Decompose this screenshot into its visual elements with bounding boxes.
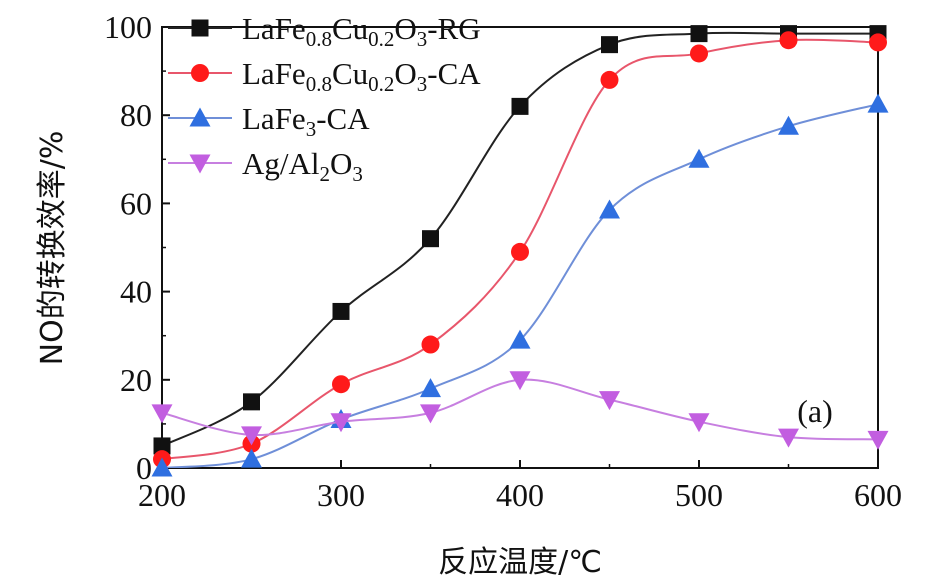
legend-marker [189, 154, 211, 174]
legend-label: LaFe3-CA [242, 101, 370, 141]
data-point [511, 242, 529, 261]
x-axis-label: 反应温度/℃ [438, 545, 602, 580]
data-point [153, 437, 171, 455]
x-tick-label: 300 [317, 477, 365, 513]
legend-marker [189, 107, 211, 127]
data-point [151, 404, 173, 424]
data-point [422, 230, 439, 248]
x-tick-label: 200 [138, 477, 186, 513]
legend-marker [191, 64, 209, 82]
y-tick-label: 40 [120, 274, 152, 310]
legend-label: LaFe0.8Cu0.2O3-CA [242, 56, 481, 96]
axes: 200 300 400 500 600 0 20 40 60 80 100 [104, 9, 902, 513]
data-point [330, 413, 352, 433]
panel-annotation: (a) [797, 393, 833, 429]
data-point [599, 199, 620, 219]
data-point [151, 457, 173, 477]
data-point [600, 70, 619, 89]
data-point [778, 428, 799, 448]
data-point [599, 391, 620, 411]
data-point [420, 404, 441, 424]
data-point [690, 44, 708, 63]
data-point [867, 430, 889, 450]
data-point [243, 393, 260, 411]
series-line [162, 31, 878, 447]
y-tick-label: 0 [136, 450, 152, 486]
data-point [688, 413, 710, 433]
legend-item: LaFe0.8Cu0.2O3-CA [168, 56, 481, 96]
data-point [509, 329, 531, 349]
y-tick-label: 100 [104, 9, 152, 45]
data-point [690, 25, 708, 43]
legend-label: LaFe0.8Cu0.2O3-RG [242, 11, 481, 51]
data-point [688, 148, 710, 168]
data-point [511, 97, 529, 115]
data-point [778, 115, 799, 135]
data-point [420, 378, 441, 398]
series-4 [151, 371, 889, 450]
y-tick-label: 80 [120, 97, 152, 133]
legend-item: LaFe3-CA [168, 101, 370, 141]
legend-label: Ag/Al2O3 [242, 146, 363, 186]
y-axis-label: NO的转换效率/% [35, 131, 70, 366]
data-point [509, 371, 531, 391]
series-2 [153, 31, 887, 469]
data-point [241, 426, 262, 446]
x-tick-label: 600 [854, 477, 902, 513]
y-tick-label: 60 [120, 185, 152, 221]
data-point [421, 335, 440, 354]
data-point [867, 93, 889, 113]
x-tick-label: 400 [496, 477, 544, 513]
x-tick-label: 500 [675, 477, 723, 513]
legend-marker [191, 19, 209, 37]
series-1 [153, 25, 887, 455]
data-point [241, 448, 262, 468]
data-point [601, 36, 618, 54]
data-point [869, 33, 887, 52]
legend-item: LaFe0.8Cu0.2O3-RG [168, 11, 481, 51]
legend: LaFe0.8Cu0.2O3-RG LaFe0.8Cu0.2O3-CA LaFe3-… [168, 11, 481, 186]
data-point [779, 31, 798, 50]
data-point [332, 375, 350, 394]
data-point [332, 302, 350, 320]
y-tick-label: 20 [120, 362, 152, 398]
legend-item: Ag/Al2O3 [168, 146, 363, 186]
plot-area [151, 25, 889, 477]
